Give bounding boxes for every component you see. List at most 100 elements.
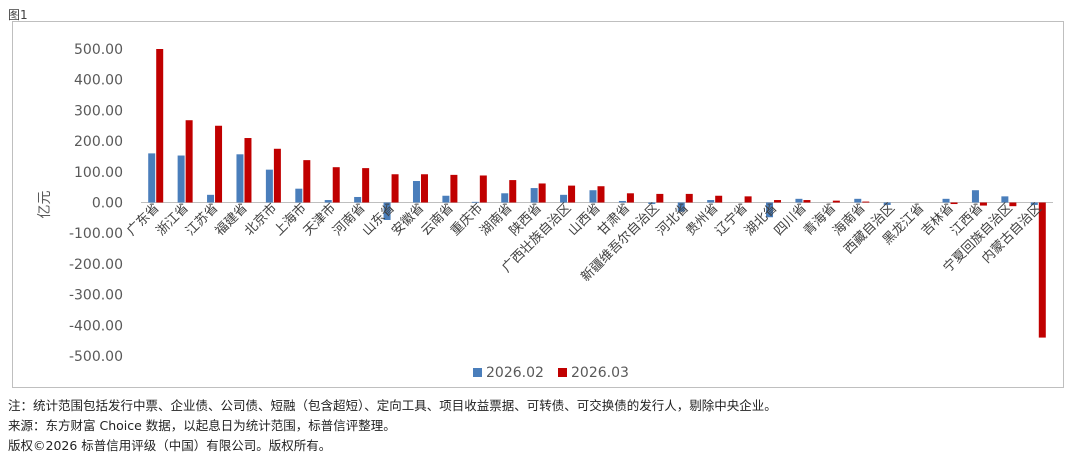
bar-feb-21 bbox=[766, 202, 774, 218]
bar-mar-5 bbox=[303, 160, 311, 203]
bar-mar-18 bbox=[685, 193, 693, 203]
bar-mar-0 bbox=[156, 49, 164, 203]
bar-feb-27 bbox=[942, 198, 950, 203]
bar-feb-5 bbox=[295, 188, 303, 203]
y-tick-label: -100.00 bbox=[69, 226, 123, 242]
bar-mar-15 bbox=[597, 186, 605, 203]
bar-mar-2 bbox=[215, 125, 223, 203]
bar-feb-22 bbox=[795, 198, 803, 203]
bar-mar-12 bbox=[509, 180, 517, 203]
bar-feb-18 bbox=[677, 202, 685, 212]
y-tick-label: -300.00 bbox=[69, 288, 123, 304]
y-tick-label: 300.00 bbox=[74, 103, 123, 119]
category-label: 山东省 bbox=[360, 201, 398, 239]
y-tick-label: -500.00 bbox=[69, 349, 123, 365]
bar-mar-7 bbox=[362, 168, 370, 203]
y-tick-label: 200.00 bbox=[74, 134, 123, 150]
y-tick-label: 400.00 bbox=[74, 73, 123, 89]
legend-label-1: 2026.03 bbox=[571, 365, 629, 381]
bar-mar-21 bbox=[774, 200, 782, 203]
bar-feb-24 bbox=[854, 198, 862, 203]
bar-mar-3 bbox=[244, 138, 252, 203]
bar-feb-30 bbox=[1030, 202, 1038, 205]
category-label: 辽宁省 bbox=[712, 200, 751, 239]
bar-feb-10 bbox=[442, 195, 450, 203]
legend-label-0: 2026.02 bbox=[486, 365, 544, 381]
chart-frame: 500.00 400.00 300.00 200.00 100.00 0.00 -100.0… bbox=[12, 21, 1064, 388]
copyright-note: 版权©2026 标普信用评级（中国）有限公司。版权所有。 bbox=[8, 438, 332, 453]
bar-feb-11 bbox=[471, 201, 479, 203]
category-label: 上海市 bbox=[271, 200, 310, 239]
bar-feb-14 bbox=[560, 194, 568, 203]
bar-feb-2 bbox=[207, 194, 215, 203]
bar-mar-16 bbox=[626, 193, 634, 203]
category-label: 安徽省 bbox=[389, 201, 427, 239]
bar-mar-20 bbox=[744, 196, 752, 203]
bar-mar-6 bbox=[332, 167, 340, 203]
bar-feb-9 bbox=[412, 181, 420, 203]
bar-feb-15 bbox=[589, 190, 597, 203]
bar-feb-29 bbox=[1001, 196, 1009, 203]
category-label: 山西省 bbox=[566, 201, 604, 239]
bar-mar-19 bbox=[715, 195, 723, 203]
bar-mar-28 bbox=[979, 202, 987, 206]
category-label: 湖北省 bbox=[742, 201, 780, 239]
y-tick-label: 500.00 bbox=[74, 42, 123, 58]
bar-feb-0 bbox=[148, 153, 156, 203]
bar-feb-3 bbox=[236, 154, 244, 203]
y-tick-label: -400.00 bbox=[69, 318, 123, 334]
legend-swatch-1 bbox=[558, 368, 567, 377]
bar-feb-13 bbox=[530, 188, 538, 203]
category-label: 重庆市 bbox=[447, 200, 486, 239]
category-label: 北京市 bbox=[241, 200, 280, 239]
bar-mar-8 bbox=[391, 174, 399, 203]
bar-mar-24 bbox=[862, 201, 870, 203]
scope-note: 注：统计范围包括发行中票、企业债、公司债、短融（包含超短）、定向工具、项目收益票… bbox=[8, 398, 777, 413]
bar-feb-19 bbox=[707, 200, 715, 203]
y-axis-title: 亿元 bbox=[37, 191, 53, 219]
y-tick-label: -200.00 bbox=[69, 257, 123, 273]
bar-feb-17 bbox=[648, 202, 656, 205]
bar-mar-13 bbox=[538, 183, 546, 203]
bar-mar-29 bbox=[1009, 202, 1017, 207]
category-label: 云南省 bbox=[418, 200, 457, 239]
legend-swatch-0 bbox=[473, 368, 482, 377]
category-label: 河北省 bbox=[654, 201, 692, 239]
category-label: 福建省 bbox=[213, 201, 251, 239]
bar-mar-1 bbox=[185, 120, 193, 203]
category-label: 江苏省 bbox=[182, 200, 221, 239]
bar-feb-7 bbox=[354, 196, 362, 203]
category-label: 天津市 bbox=[300, 200, 339, 239]
bar-mar-14 bbox=[568, 185, 576, 203]
bar-mar-4 bbox=[273, 148, 281, 203]
source-note: 来源：东方财富 Choice 数据，以起息日为统计范围，标普信评整理。 bbox=[8, 418, 396, 433]
y-tick-label: 0.00 bbox=[92, 196, 123, 212]
y-tick-label: 100.00 bbox=[74, 165, 123, 181]
bar-feb-4 bbox=[265, 169, 273, 203]
bar-mar-9 bbox=[420, 174, 428, 203]
bar-feb-8 bbox=[383, 202, 391, 220]
bar-mar-10 bbox=[450, 174, 458, 203]
bar-feb-25 bbox=[883, 202, 891, 205]
category-label: 贵州省 bbox=[683, 201, 721, 239]
bar-mar-11 bbox=[479, 175, 487, 203]
category-label: 吉林省 bbox=[919, 201, 957, 239]
bar-mar-27 bbox=[950, 202, 958, 205]
bar-mar-22 bbox=[803, 200, 811, 203]
bar-mar-23 bbox=[832, 200, 840, 203]
category-label: 广东省 bbox=[124, 201, 162, 239]
bar-feb-12 bbox=[501, 193, 509, 203]
bar-feb-1 bbox=[177, 155, 185, 203]
bar-feb-16 bbox=[618, 200, 626, 203]
bar-mar-30 bbox=[1038, 202, 1046, 338]
category-label: 青海省 bbox=[801, 201, 839, 239]
bar-feb-28 bbox=[971, 190, 979, 203]
category-label: 四川省 bbox=[772, 201, 810, 239]
category-label: 河南省 bbox=[330, 200, 369, 239]
category-label: 浙江省 bbox=[154, 201, 192, 239]
figure-label: 图1 bbox=[8, 8, 28, 22]
bar-chart: 500.00 400.00 300.00 200.00 100.00 0.00 -100.0… bbox=[37, 42, 1053, 381]
bar-feb-6 bbox=[324, 200, 332, 203]
category-label: 湖南省 bbox=[477, 200, 516, 239]
bar-mar-17 bbox=[656, 193, 664, 203]
